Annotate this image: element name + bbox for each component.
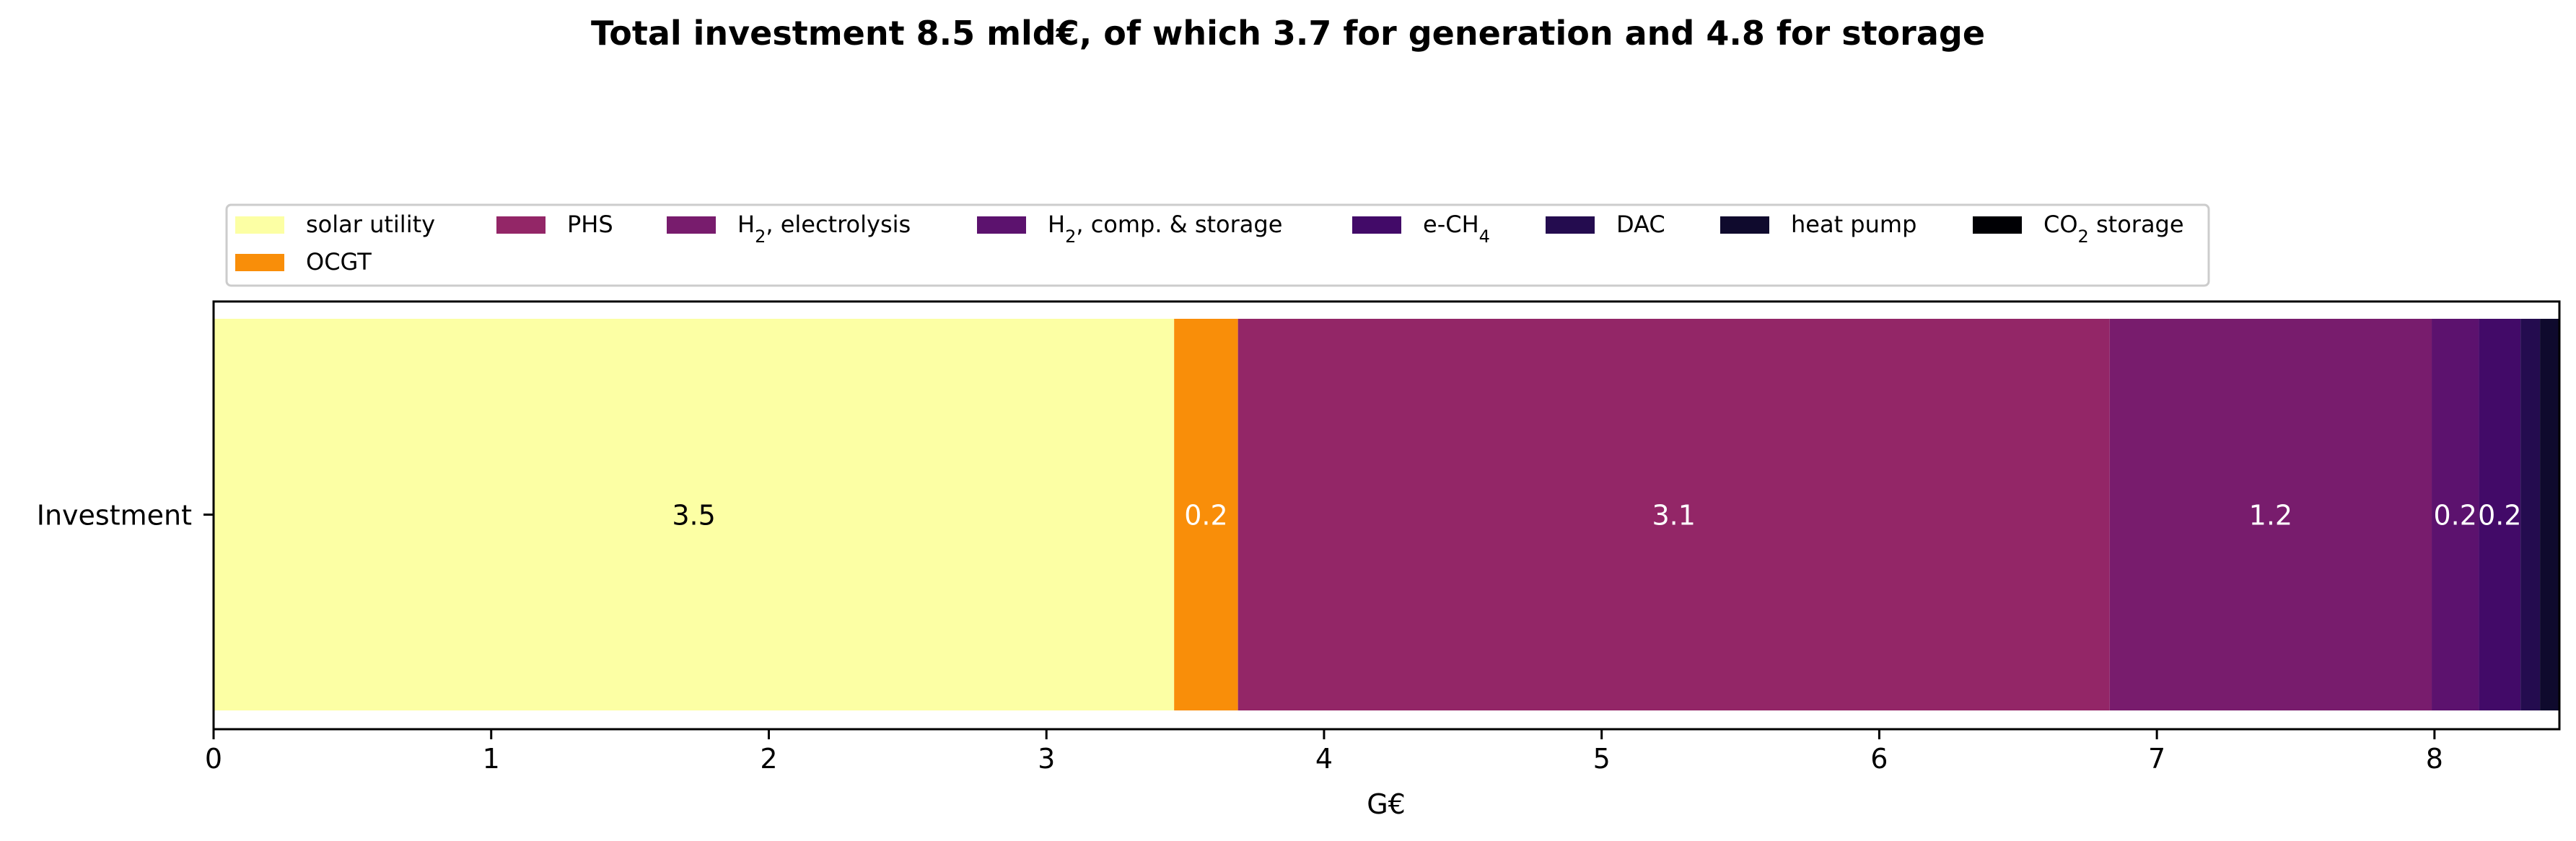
- bar-labels: 3.5 0.2 3.1 1.2 0.2 0.2: [672, 500, 2521, 532]
- x-tick-label: 8: [2426, 743, 2443, 775]
- bar-solar-utility: [214, 319, 1175, 710]
- x-tick-label: 7: [2148, 743, 2165, 775]
- bar-value-label-e-ch4: 0.2: [2478, 500, 2521, 532]
- legend-label-solar-utility: solar utility: [306, 211, 435, 238]
- bar-phs: [1237, 319, 2110, 710]
- legend-swatch-co2-storage: [1973, 216, 2022, 234]
- bar-value-label-h2-electrolysis: 1.2: [2249, 500, 2292, 532]
- legend-swatch-h2-comp-storage: [977, 216, 1026, 234]
- bar-h2-comp-storage: [2432, 319, 2479, 710]
- bar-heat-pump: [2540, 319, 2559, 710]
- legend-swatch-h2-electrolysis: [667, 216, 716, 234]
- bar-value-label-phs: 3.1: [1652, 500, 1695, 532]
- bar-value-label-ocgt: 0.2: [1184, 500, 1227, 532]
- x-axis-label: G€: [1367, 788, 1406, 820]
- legend-swatch-heat-pump: [1720, 216, 1769, 234]
- chart-title: Total investment 8.5 mld€, of which 3.7 …: [591, 14, 1985, 53]
- x-axis-ticks: 0 1 2 3 4 5 6 7 8: [205, 729, 2443, 775]
- bar-value-label-h2-comp-storage: 0.2: [2434, 500, 2477, 532]
- legend-swatch-solar-utility: [235, 216, 284, 234]
- legend-label-e-ch4: e-CH4: [1423, 211, 1490, 247]
- legend-swatch-ocgt: [235, 254, 284, 271]
- bar-e-ch4: [2479, 319, 2521, 710]
- bar-h2-electrolysis: [2109, 319, 2432, 710]
- bar-dac: [2520, 319, 2541, 710]
- x-tick-label: 4: [1315, 743, 1333, 775]
- y-tick-label: Investment: [37, 500, 192, 532]
- legend-swatch-e-ch4: [1352, 216, 1401, 234]
- legend-label-co2-storage: CO2 storage: [2043, 211, 2184, 247]
- legend-frame: [225, 203, 2210, 287]
- legend-label-dac: DAC: [1616, 211, 1665, 238]
- x-tick-label: 5: [1593, 743, 1611, 775]
- legend-label-ocgt: OCGT: [306, 248, 372, 276]
- legend: solar utility OCGT PHS H2, electrolysis H2, …: [225, 203, 2210, 287]
- legend-label-h2-comp-storage: H2, comp. & storage: [1048, 211, 1282, 247]
- x-tick-label: 0: [205, 743, 222, 775]
- x-tick-label: 3: [1038, 743, 1055, 775]
- legend-label-phs: PHS: [567, 211, 613, 238]
- legend-swatch-dac: [1546, 216, 1595, 234]
- x-tick-label: 1: [483, 743, 500, 775]
- legend-label-heat-pump: heat pump: [1791, 211, 1916, 238]
- bars: [214, 319, 2559, 710]
- y-axis-ticks: Investment: [37, 500, 214, 532]
- bar-value-label-solar-utility: 3.5: [672, 500, 715, 532]
- legend-label-h2-electrolysis: H2, electrolysis: [737, 211, 911, 247]
- legend-swatch-phs: [496, 216, 546, 234]
- bar-ocgt: [1174, 319, 1238, 710]
- x-tick-label: 6: [1870, 743, 1888, 775]
- x-tick-label: 2: [760, 743, 777, 775]
